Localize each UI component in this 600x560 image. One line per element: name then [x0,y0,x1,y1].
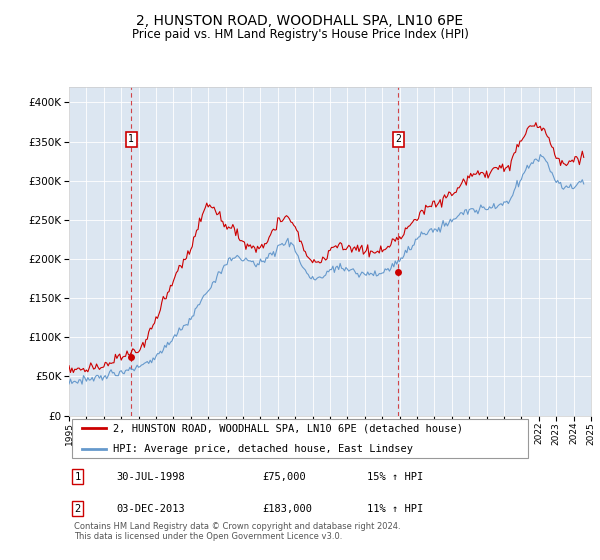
Text: 03-DEC-2013: 03-DEC-2013 [116,503,185,514]
Text: £183,000: £183,000 [262,503,312,514]
Text: HPI: Average price, detached house, East Lindsey: HPI: Average price, detached house, East… [113,444,413,454]
FancyBboxPatch shape [71,419,529,458]
Text: 2, HUNSTON ROAD, WOODHALL SPA, LN10 6PE (detached house): 2, HUNSTON ROAD, WOODHALL SPA, LN10 6PE … [113,423,463,433]
Point [394,268,403,277]
Text: 15% ↑ HPI: 15% ↑ HPI [367,472,423,482]
Text: 2, HUNSTON ROAD, WOODHALL SPA, LN10 6PE: 2, HUNSTON ROAD, WOODHALL SPA, LN10 6PE [136,14,464,28]
Text: 1: 1 [74,472,80,482]
Text: 30-JUL-1998: 30-JUL-1998 [116,472,185,482]
Text: 11% ↑ HPI: 11% ↑ HPI [367,503,423,514]
Text: £75,000: £75,000 [262,472,306,482]
Text: Price paid vs. HM Land Registry's House Price Index (HPI): Price paid vs. HM Land Registry's House … [131,28,469,41]
Text: 2: 2 [395,134,401,144]
Text: Contains HM Land Registry data © Crown copyright and database right 2024.
This d: Contains HM Land Registry data © Crown c… [74,522,401,542]
Text: 1: 1 [128,134,134,144]
Point [127,352,136,361]
Text: 2: 2 [74,503,80,514]
